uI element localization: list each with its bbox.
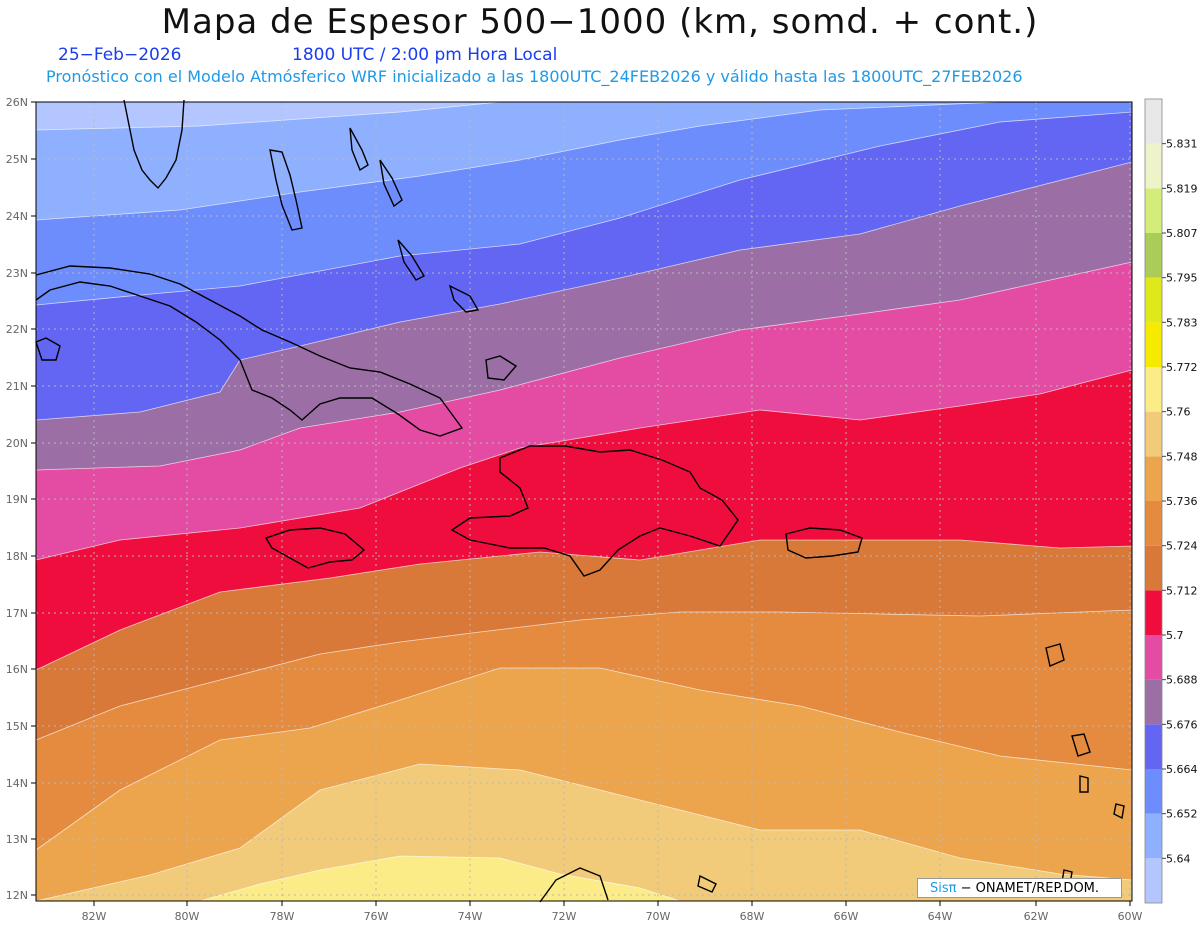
- colorbar-label-5.76: 5.76: [1166, 406, 1191, 419]
- colorbar-label-5.64: 5.64: [1166, 852, 1191, 865]
- lon-tick-60W: 60W: [1118, 910, 1143, 923]
- credit-text: − ONAMET/REP.DOM.: [960, 881, 1100, 896]
- lon-tick-68W: 68W: [740, 910, 765, 923]
- colorbar-label-5.748: 5.748: [1166, 450, 1198, 463]
- colorbar-label-5.783: 5.783: [1166, 316, 1198, 329]
- credit-box: Sisπ − ONAMET/REP.DOM.: [917, 878, 1122, 898]
- colorbar-swatch-0: [1145, 858, 1162, 903]
- lat-tick-23N: 23N: [6, 267, 28, 280]
- colorbar-swatch-7: [1145, 545, 1162, 591]
- lat-tick-20N: 20N: [6, 437, 28, 450]
- coast-south-america: [539, 867, 609, 903]
- coast-florida: [123, 99, 185, 190]
- colorbar-label-5.736: 5.736: [1166, 495, 1198, 508]
- colorbar-swatch-15: [1145, 188, 1162, 233]
- coast-bahamas-eleuthera: [379, 159, 403, 208]
- coast-guadeloupe: [1045, 643, 1065, 667]
- map-frame: [35, 101, 1133, 902]
- forecast-date: 25−Feb−2026: [58, 45, 182, 65]
- colorbar-swatch-8: [1145, 501, 1162, 546]
- coast-jamaica: [264, 527, 366, 569]
- colorbar-label-5.664: 5.664: [1166, 763, 1198, 776]
- colorbar-label-5.676: 5.676: [1166, 718, 1198, 731]
- coast-hispaniola: [450, 445, 739, 577]
- colorbar-swatch-11: [1145, 367, 1162, 412]
- lat-tick-26N: 26N: [6, 96, 28, 109]
- colorbar-swatch-9: [1145, 456, 1162, 501]
- colorbar-label-5.688: 5.688: [1166, 674, 1198, 687]
- colorbar-swatch-16: [1145, 143, 1162, 189]
- lon-tick-72W: 72W: [552, 910, 577, 923]
- lon-tick-66W: 66W: [834, 910, 859, 923]
- lat-tick-15N: 15N: [6, 720, 28, 733]
- lon-tick-62W: 62W: [1024, 910, 1049, 923]
- coast-bahamas-inagua: [485, 355, 518, 381]
- grid-lines: [35, 101, 1133, 902]
- lat-tick-14N: 14N: [6, 777, 28, 790]
- colorbar-swatch-10: [1145, 411, 1162, 457]
- coast-curacao: [697, 874, 717, 893]
- credit-brand: Sisπ: [930, 881, 957, 896]
- coast-barbados: [1113, 803, 1125, 820]
- colorbar-label-5.807: 5.807: [1166, 227, 1198, 240]
- colorbar-label-5.795: 5.795: [1166, 272, 1198, 285]
- lon-tick-76W: 76W: [364, 910, 389, 923]
- colorbar-swatch-13: [1145, 277, 1162, 323]
- lon-tick-74W: 74W: [458, 910, 483, 923]
- colorbar-label-5.724: 5.724: [1166, 540, 1198, 553]
- colorbar-swatch-3: [1145, 724, 1162, 769]
- coast-isla-juventud: [35, 337, 61, 361]
- lat-tick-18N: 18N: [6, 550, 28, 563]
- colorbar-swatch-17: [1145, 99, 1162, 144]
- lat-tick-22N: 22N: [6, 323, 28, 336]
- lat-tick-12N: 12N: [6, 889, 28, 902]
- coast-bahamas-andros: [269, 149, 303, 231]
- thickness-bands: [35, 101, 1133, 902]
- lon-tick-64W: 64W: [928, 910, 953, 923]
- band-5.772: [199, 855, 681, 902]
- axis-labels: 82W 80W 78W 76W 74W 72W 70W 68W 66W 64W 62W 60W 26N 2…: [6, 96, 1143, 923]
- colorbar-swatch-6: [1145, 590, 1162, 635]
- colorbar-swatch-12: [1145, 322, 1162, 367]
- lat-tick-17N: 17N: [6, 607, 28, 620]
- lat-tick-13N: 13N: [6, 833, 28, 846]
- colorbar-label-5.772: 5.772: [1166, 361, 1198, 374]
- legend-colorbar: 5.64 5.652 5.664 5.676 5.688 5.7 5.712 5.724 5.7…: [1144, 98, 1198, 904]
- coast-bahamas-abaco: [349, 127, 369, 172]
- colorbar-label-5.831: 5.831: [1166, 138, 1198, 151]
- lat-tick-16N: 16N: [6, 663, 28, 676]
- colorbar-label-5.7: 5.7: [1166, 629, 1184, 642]
- coast-bahamas-acklins: [448, 284, 480, 313]
- colorbar-label-5.652: 5.652: [1166, 808, 1198, 821]
- coast-bahamas-long: [397, 239, 425, 281]
- colorbar-swatch-5: [1145, 635, 1162, 680]
- colorbar-swatch-2: [1145, 769, 1162, 814]
- lat-tick-25N: 25N: [6, 153, 28, 166]
- coast-puerto-rico: [785, 527, 863, 559]
- colorbar-label-5.712: 5.712: [1166, 584, 1198, 597]
- colorbar-swatch-1: [1145, 813, 1162, 859]
- colorbar-swatch-4: [1145, 679, 1162, 725]
- lon-tick-70W: 70W: [646, 910, 671, 923]
- coast-martinique: [1071, 733, 1091, 757]
- colorbar-label-5.819: 5.819: [1166, 182, 1198, 195]
- coast-st-lucia: [1079, 775, 1089, 793]
- colorbar-swatch-14: [1145, 233, 1162, 278]
- map-title: Mapa de Espesor 500−1000 (km, somd. + co…: [161, 2, 1039, 42]
- lon-tick-78W: 78W: [270, 910, 295, 923]
- lon-tick-80W: 80W: [175, 910, 200, 923]
- coast-cuba: [35, 265, 464, 437]
- lat-tick-21N: 21N: [6, 380, 28, 393]
- model-info: Pronóstico con el Modelo Atmósferico WRF…: [46, 67, 1023, 86]
- forecast-time: 1800 UTC / 2:00 pm Hora Local: [292, 45, 558, 65]
- lat-tick-24N: 24N: [6, 210, 28, 223]
- lat-tick-19N: 19N: [6, 493, 28, 506]
- lon-tick-82W: 82W: [82, 910, 107, 923]
